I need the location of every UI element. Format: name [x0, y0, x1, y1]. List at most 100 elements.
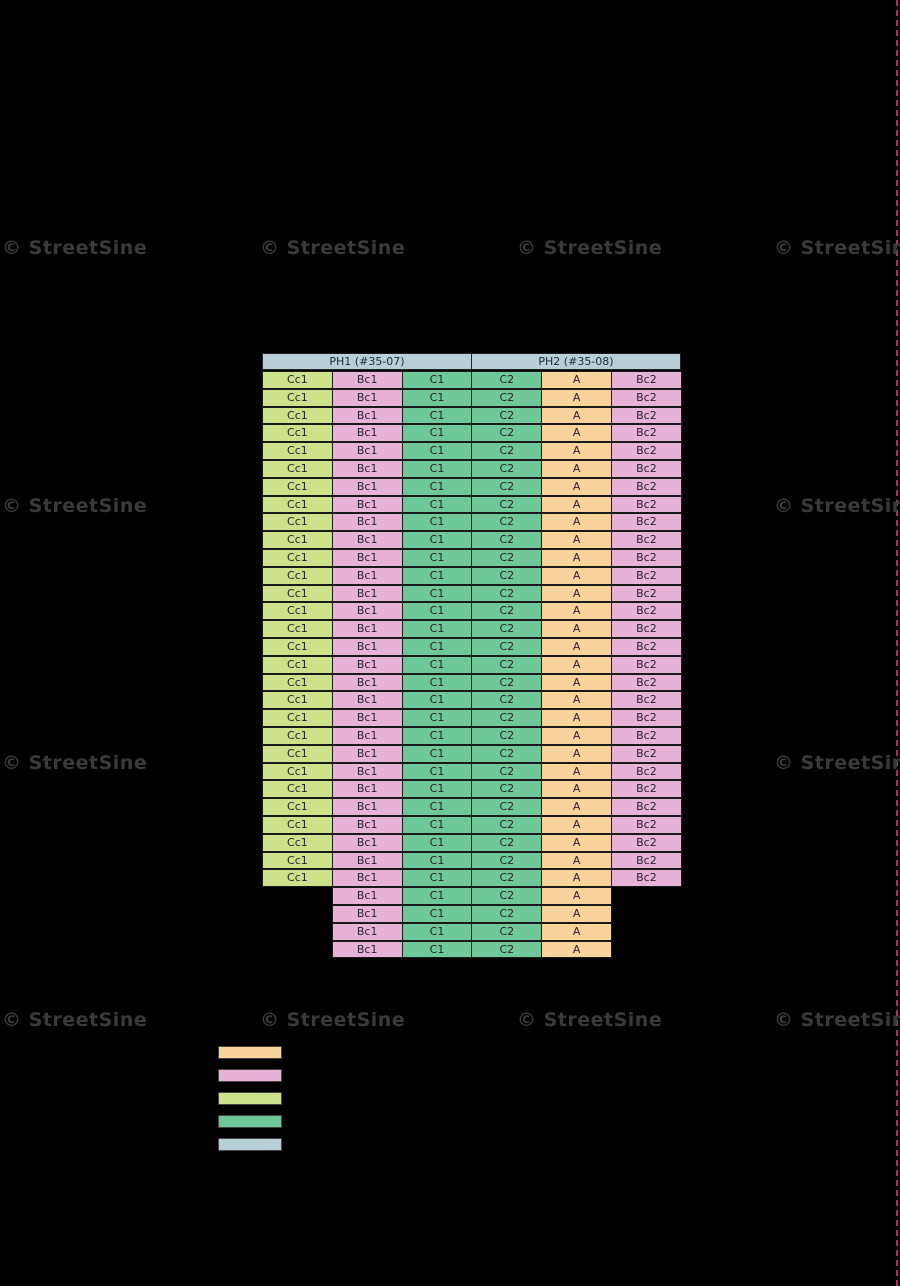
watermark: © StreetSine	[774, 1009, 900, 1031]
unit-cell-bc1: Bc1	[331, 940, 403, 959]
unit-cell-c2: C2	[471, 869, 543, 888]
unit-cell-c2: C2	[471, 922, 543, 941]
unit-cell-bc1: Bc1	[331, 620, 403, 638]
unit-cell-bc2: Bc2	[611, 442, 682, 460]
unit-cell-c1: C1	[401, 691, 473, 710]
unit-cell-bc1: Bc1	[331, 388, 403, 407]
unit-cell-cc1: Cc1	[262, 780, 333, 799]
unit-cell-c2: C2	[471, 762, 543, 781]
unit-cell-bc2: Bc2	[611, 780, 682, 799]
unit-cell-bc1: Bc1	[331, 816, 403, 834]
unit-cell-cc1: Cc1	[262, 655, 333, 674]
unit-cell-c1: C1	[401, 460, 473, 478]
unit-cell-bc1: Bc1	[331, 673, 403, 692]
unit-cell-a: A	[541, 798, 612, 816]
unit-cell-bc1: Bc1	[331, 780, 403, 799]
header-ph1: PH1 (#35-07)	[262, 353, 472, 370]
unit-cell-bc1: Bc1	[331, 566, 403, 585]
unit-cell-a: A	[541, 762, 612, 781]
unit-cell-c2: C2	[471, 816, 543, 834]
unit-cell-cc1: Cc1	[262, 513, 333, 532]
unit-cell-bc1: Bc1	[331, 424, 403, 443]
unit-cell-c1: C1	[401, 816, 473, 834]
unit-cell-c1: C1	[401, 727, 473, 745]
unit-cell-a: A	[541, 833, 612, 852]
unit-cell-bc2: Bc2	[611, 495, 682, 514]
unit-cell-bc1: Bc1	[331, 709, 403, 727]
unit-cell-cc1: Cc1	[262, 709, 333, 727]
unit-cell-bc2: Bc2	[611, 388, 682, 407]
unit-cell-cc1: Cc1	[262, 816, 333, 834]
unit-cell-c2: C2	[471, 727, 543, 745]
unit-cell-cc1: Cc1	[262, 620, 333, 638]
watermark: © StreetSine	[517, 237, 663, 259]
unit-cell-c2: C2	[471, 655, 543, 674]
unit-cell-c1: C1	[401, 887, 473, 905]
unit-cell-a: A	[541, 869, 612, 888]
unit-cell-a: A	[541, 744, 612, 763]
unit-cell-bc1: Bc1	[331, 798, 403, 816]
unit-cell-bc2: Bc2	[611, 584, 682, 603]
unit-cell-a: A	[541, 655, 612, 674]
watermark: © StreetSine	[517, 1009, 663, 1031]
unit-cell-a: A	[541, 566, 612, 585]
unit-cell-a: A	[541, 851, 612, 870]
legend-swatch	[218, 1069, 282, 1082]
unit-cell-cc1: Cc1	[262, 477, 333, 496]
unit-cell-a: A	[541, 388, 612, 407]
unit-cell-c2: C2	[471, 460, 543, 478]
unit-cell-a: A	[541, 816, 612, 834]
watermark: © StreetSine	[260, 1009, 406, 1031]
unit-cell-c1: C1	[401, 442, 473, 460]
unit-cell-cc1: Cc1	[262, 460, 333, 478]
unit-cell-c1: C1	[401, 549, 473, 567]
unit-cell-bc2: Bc2	[611, 620, 682, 638]
unit-cell-bc2: Bc2	[611, 424, 682, 443]
unit-cell-a: A	[541, 424, 612, 443]
unit-cell-a: A	[541, 371, 612, 389]
unit-cell-cc1: Cc1	[262, 442, 333, 460]
unit-cell-bc1: Bc1	[331, 922, 403, 941]
unit-cell-a: A	[541, 691, 612, 710]
unit-cell-bc1: Bc1	[331, 655, 403, 674]
unit-cell-c1: C1	[401, 584, 473, 603]
unit-cell-cc1: Cc1	[262, 673, 333, 692]
unit-cell-a: A	[541, 709, 612, 727]
unit-cell-cc1: Cc1	[262, 371, 333, 389]
unit-cell-bc1: Bc1	[331, 477, 403, 496]
unit-cell-c1: C1	[401, 638, 473, 656]
unit-cell-c2: C2	[471, 424, 543, 443]
unit-cell-c2: C2	[471, 442, 543, 460]
unit-cell-bc2: Bc2	[611, 549, 682, 567]
unit-cell-c1: C1	[401, 495, 473, 514]
unit-cell-c1: C1	[401, 798, 473, 816]
unit-cell-c2: C2	[471, 620, 543, 638]
unit-cell-bc1: Bc1	[331, 495, 403, 514]
watermark: © StreetSine	[774, 752, 900, 774]
unit-cell-bc1: Bc1	[331, 762, 403, 781]
unit-cell-c1: C1	[401, 388, 473, 407]
unit-cell-cc1: Cc1	[262, 584, 333, 603]
unit-cell-a: A	[541, 602, 612, 621]
unit-cell-bc2: Bc2	[611, 762, 682, 781]
unit-cell-c1: C1	[401, 424, 473, 443]
unit-cell-a: A	[541, 495, 612, 514]
unit-cell-a: A	[541, 584, 612, 603]
unit-cell-c2: C2	[471, 549, 543, 567]
unit-cell-a: A	[541, 780, 612, 799]
unit-cell-bc2: Bc2	[611, 673, 682, 692]
unit-cell-a: A	[541, 727, 612, 745]
unit-cell-cc1: Cc1	[262, 798, 333, 816]
unit-cell-bc1: Bc1	[331, 460, 403, 478]
watermark: © StreetSine	[2, 237, 148, 259]
watermark: © StreetSine	[774, 495, 900, 517]
unit-cell-cc1: Cc1	[262, 549, 333, 567]
unit-cell-bc1: Bc1	[331, 602, 403, 621]
unit-cell-bc1: Bc1	[331, 869, 403, 888]
unit-cell-cc1: Cc1	[262, 406, 333, 425]
unit-cell-cc1: Cc1	[262, 691, 333, 710]
unit-cell-bc2: Bc2	[611, 744, 682, 763]
unit-cell-c1: C1	[401, 620, 473, 638]
unit-cell-bc2: Bc2	[611, 833, 682, 852]
unit-cell-c2: C2	[471, 584, 543, 603]
